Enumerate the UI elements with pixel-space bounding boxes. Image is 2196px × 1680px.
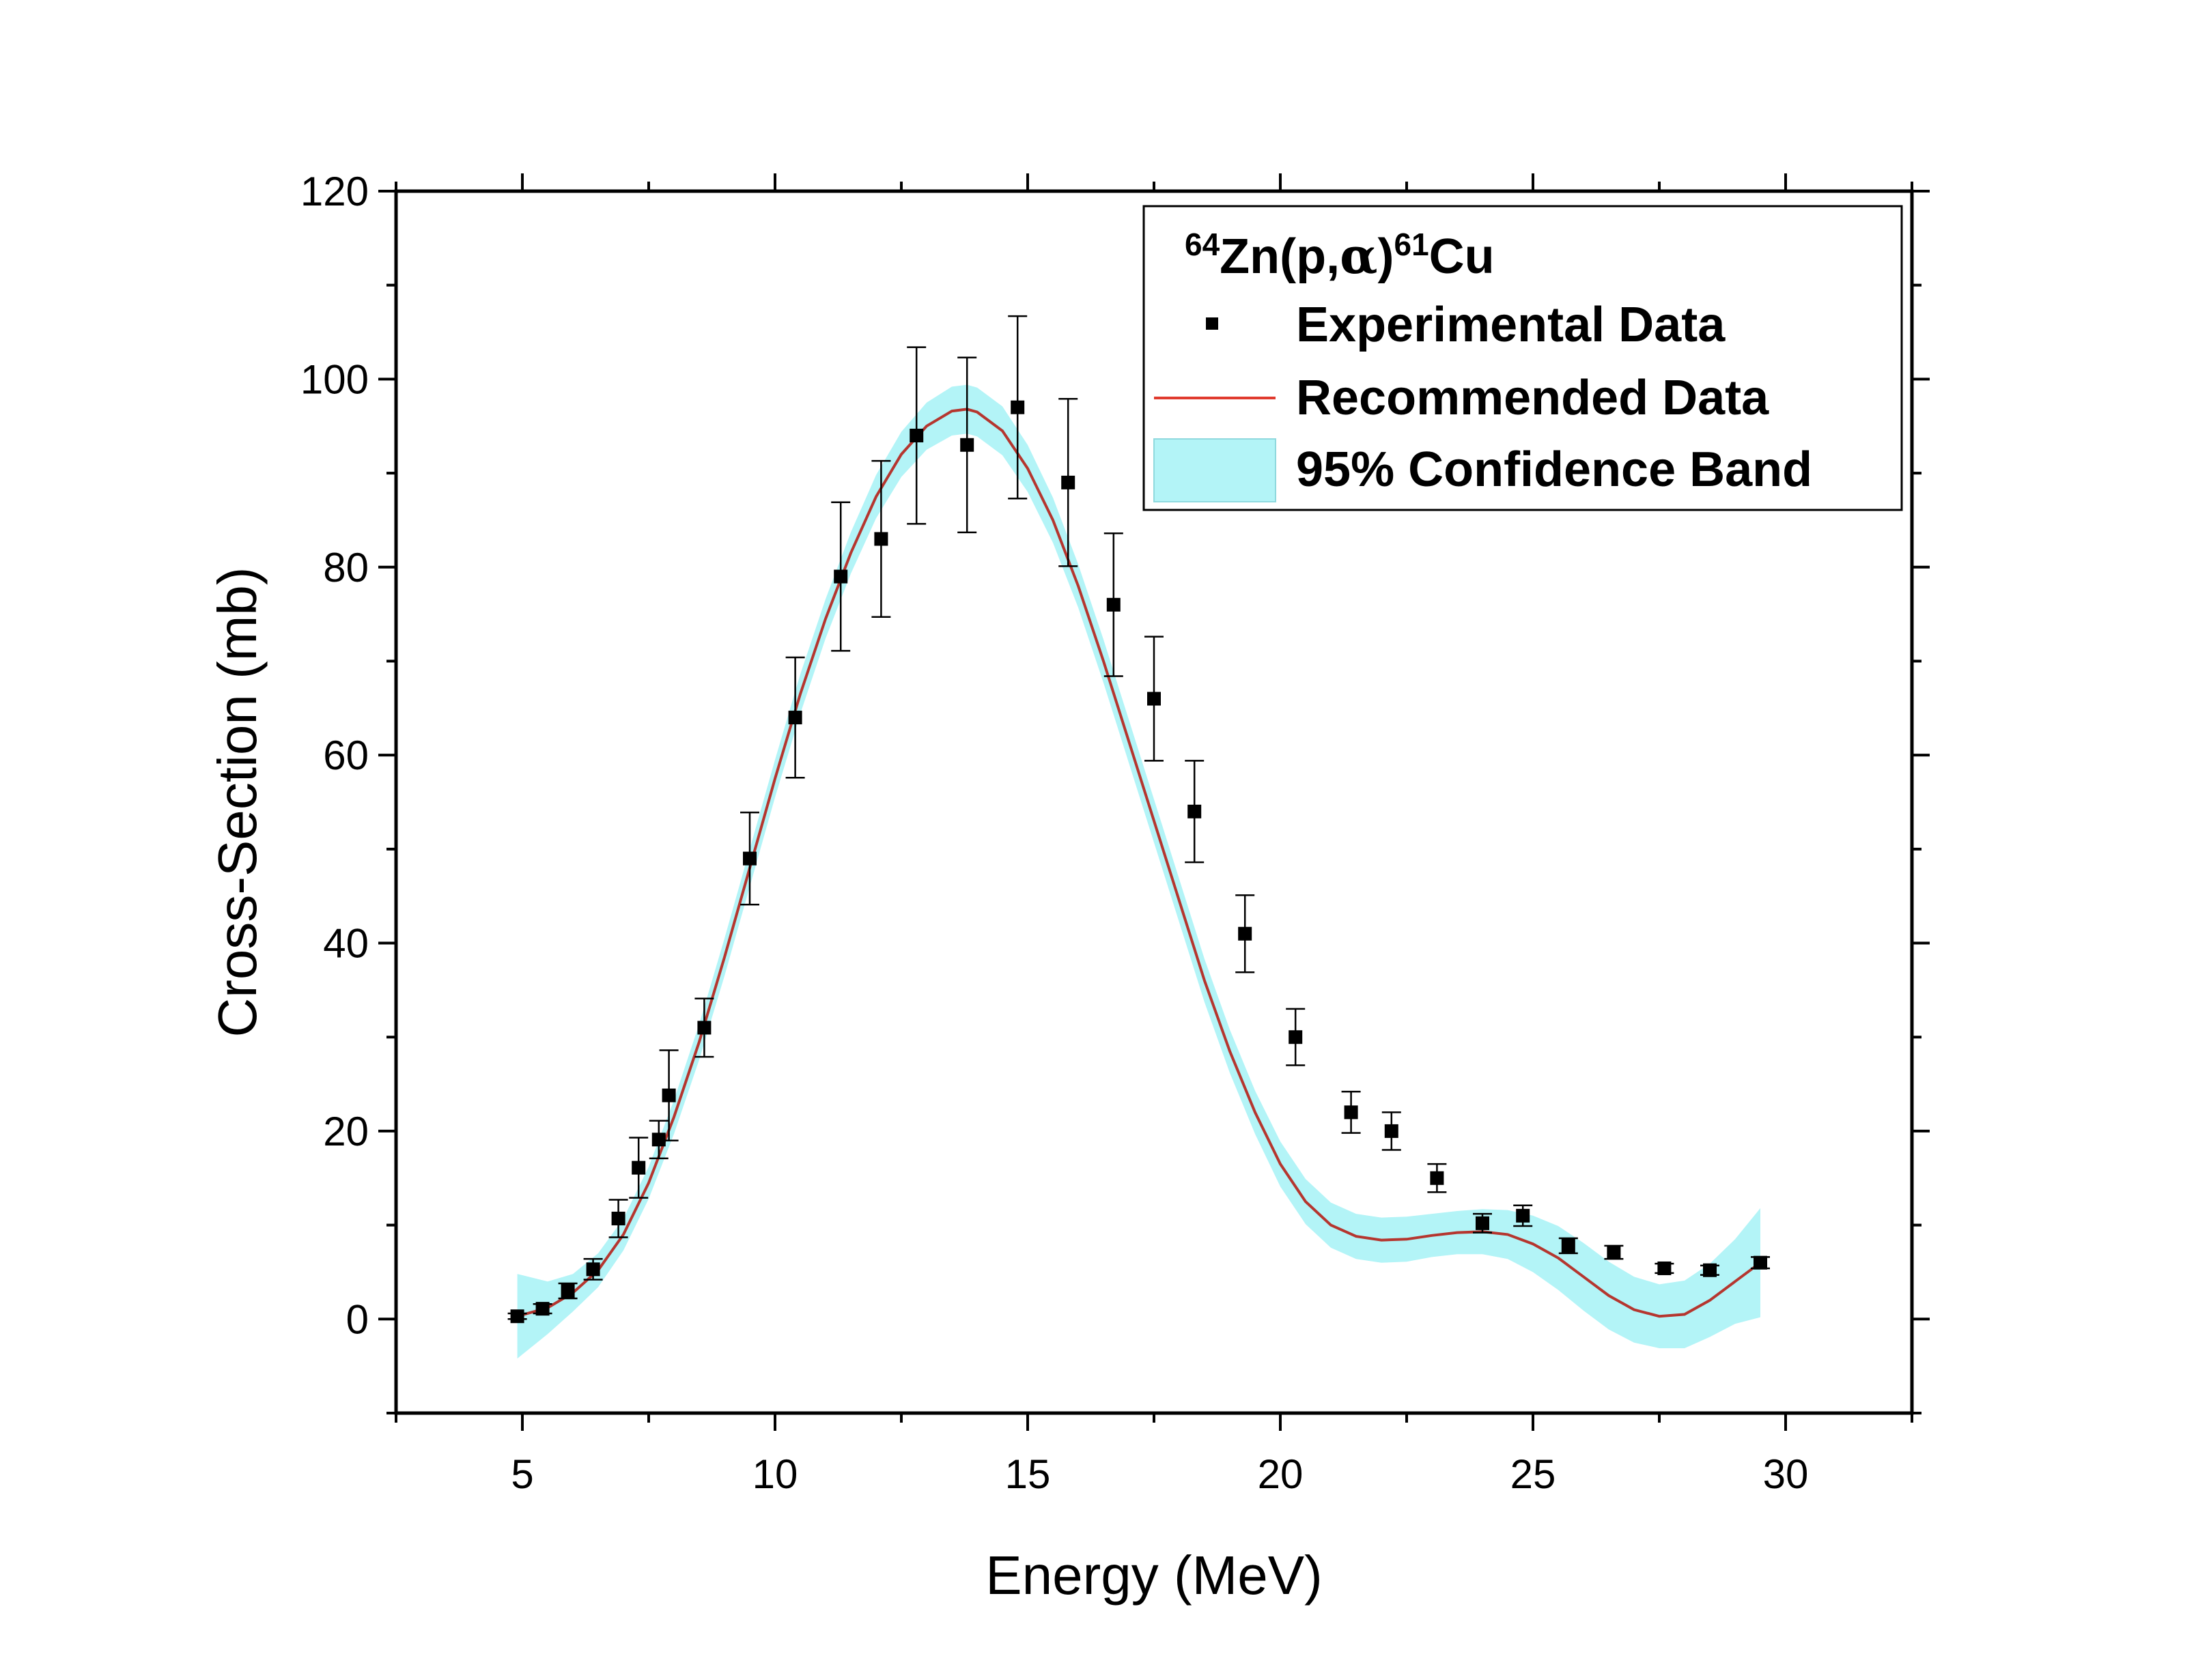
experimental-point <box>659 1049 679 1141</box>
recommended-data-line <box>517 408 1762 1318</box>
legend: 64Zn(p,α)61Cu Experimental Data Recommen… <box>1142 205 1903 511</box>
experimental-point <box>1008 315 1028 500</box>
axis-ticks: 5 10 15 20 25 30 0 20 40 60 80 100 120 <box>300 169 1930 1497</box>
title-mass-a: 64 <box>1185 227 1220 262</box>
legend-marker-experimental <box>1206 317 1218 330</box>
y-tick-label: 100 <box>300 356 369 402</box>
experimental-point <box>871 459 891 618</box>
data-marker <box>535 1302 550 1316</box>
data-marker <box>1106 597 1121 612</box>
data-marker <box>1147 692 1161 706</box>
confidence-band <box>517 384 1760 1359</box>
legend-label-recommended: Recommended Data <box>1296 371 1769 425</box>
experimental-point <box>1751 1255 1770 1270</box>
experimental-point <box>583 1257 603 1281</box>
experimental-point <box>507 1309 527 1324</box>
experimental-point <box>558 1282 578 1300</box>
experimental-point <box>1144 636 1164 762</box>
data-marker <box>510 1309 524 1324</box>
data-marker <box>1289 1030 1303 1044</box>
legend-swatch-band <box>1153 438 1276 502</box>
experimental-point <box>1427 1163 1447 1193</box>
y-tick-label: 120 <box>300 169 369 214</box>
data-marker <box>1657 1261 1672 1275</box>
data-marker <box>1238 926 1252 941</box>
data-marker <box>651 1133 666 1147</box>
y-tick-label: 60 <box>323 732 369 778</box>
data-marker <box>611 1211 625 1225</box>
experimental-point <box>1700 1263 1719 1277</box>
y-tick-label: 0 <box>346 1296 369 1342</box>
experimental-point <box>1473 1212 1492 1234</box>
data-marker <box>874 532 888 546</box>
experimental-point <box>1341 1090 1361 1134</box>
data-marker <box>561 1284 575 1298</box>
experimental-point <box>1185 760 1205 864</box>
plot-area <box>507 315 1770 1359</box>
data-marker <box>1561 1238 1575 1253</box>
y-tick-label: 80 <box>323 545 369 590</box>
experimental-point <box>1286 1008 1306 1066</box>
data-marker <box>1754 1255 1767 1270</box>
x-tick-label: 15 <box>1005 1451 1051 1497</box>
experimental-point <box>533 1302 552 1316</box>
data-marker <box>834 569 848 584</box>
data-marker <box>1476 1216 1489 1230</box>
experimental-point <box>785 656 805 779</box>
data-marker <box>632 1161 646 1175</box>
experimental-point <box>649 1120 668 1160</box>
experimental-point <box>1655 1261 1674 1275</box>
experimental-point <box>1513 1204 1533 1227</box>
data-marker <box>586 1262 600 1277</box>
data-marker <box>697 1021 712 1035</box>
legend-title: 64Zn(p,α)61Cu <box>1185 227 1495 285</box>
data-marker <box>1384 1124 1398 1138</box>
experimental-point <box>1604 1244 1624 1260</box>
title-close: ) <box>1378 229 1394 284</box>
x-tick-label: 25 <box>1510 1451 1556 1497</box>
data-marker <box>910 429 924 442</box>
data-marker <box>960 438 974 452</box>
experimental-point <box>1235 894 1255 973</box>
title-alpha: α <box>1340 227 1377 285</box>
legend-label-band: 95% Confidence Band <box>1296 442 1812 497</box>
legend-label-experimental: Experimental Data <box>1296 298 1726 352</box>
x-tick-label: 30 <box>1763 1451 1809 1497</box>
experimental-point <box>831 501 851 652</box>
title-target: Zn(p, <box>1220 229 1340 284</box>
y-tick-label: 20 <box>323 1109 369 1154</box>
data-marker <box>1430 1171 1444 1185</box>
y-axis-title: Cross-Section (mb) <box>207 567 268 1037</box>
data-marker <box>662 1088 676 1102</box>
x-tick-label: 5 <box>511 1451 533 1497</box>
experimental-point <box>608 1199 628 1238</box>
experimental-point <box>957 356 977 534</box>
experimental-point <box>1381 1111 1401 1151</box>
data-marker <box>743 851 757 866</box>
data-marker <box>1703 1263 1717 1277</box>
x-axis-title: Energy (MeV) <box>985 1545 1322 1606</box>
data-marker <box>1011 400 1025 414</box>
data-marker <box>788 711 802 725</box>
y-tick-label: 40 <box>323 921 369 967</box>
data-marker <box>1344 1105 1358 1120</box>
experimental-point <box>694 997 714 1058</box>
data-marker <box>1187 804 1202 818</box>
experimental-point <box>1558 1237 1578 1255</box>
title-mass-b: 61 <box>1394 227 1428 262</box>
experimental-point <box>740 811 759 906</box>
data-marker <box>1516 1208 1530 1223</box>
experimental-point <box>907 346 927 525</box>
data-marker <box>1607 1245 1621 1259</box>
title-product: Cu <box>1429 229 1495 284</box>
experimental-point <box>629 1137 649 1199</box>
x-tick-label: 10 <box>752 1451 798 1497</box>
experimental-point <box>1103 532 1123 677</box>
x-tick-label: 20 <box>1258 1451 1304 1497</box>
experimental-point <box>1058 398 1078 567</box>
data-marker <box>1061 475 1075 489</box>
